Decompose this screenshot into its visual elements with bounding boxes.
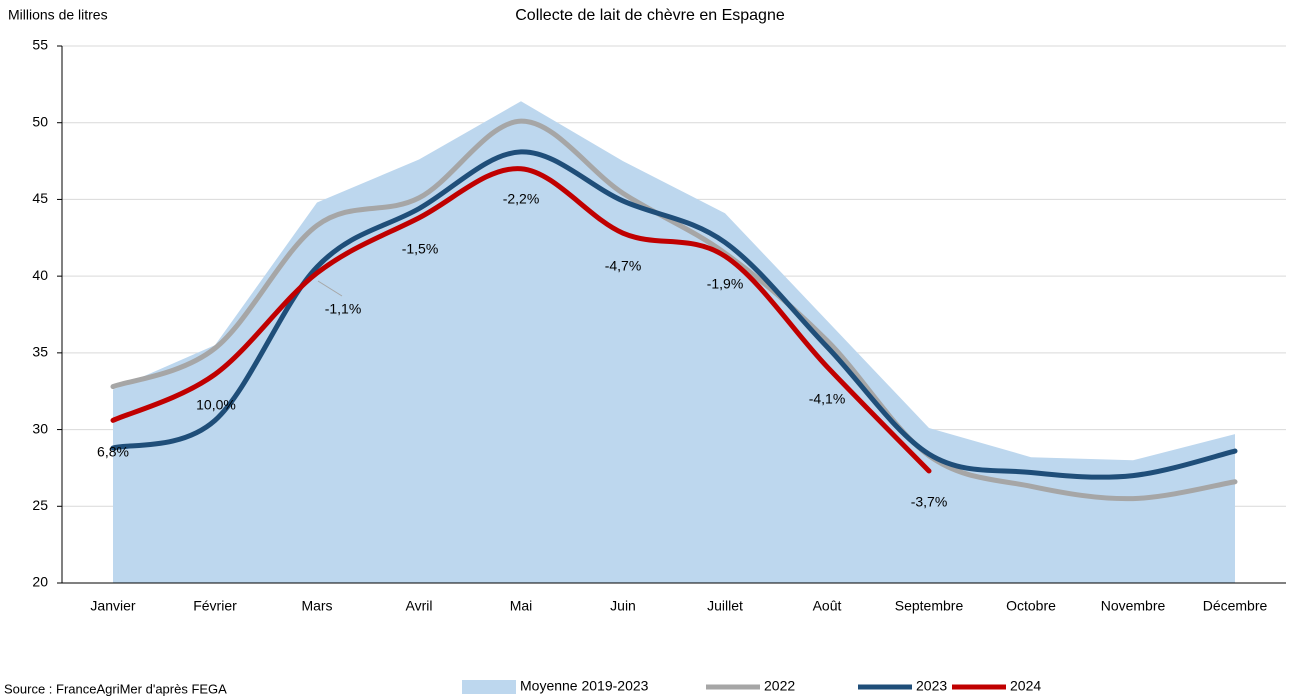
annotation: -2,2% — [503, 191, 540, 207]
x-tick-label: Septembre — [895, 598, 964, 614]
annotation: -1,1% — [325, 301, 362, 317]
y-tick-label: 35 — [32, 344, 48, 360]
x-tick-label: Octobre — [1006, 598, 1056, 614]
x-tick-label: Décembre — [1203, 598, 1268, 614]
x-tick-label: Mars — [301, 598, 332, 614]
source: Source : FranceAgriMer d'après FEGA — [4, 681, 227, 696]
leader-line — [317, 280, 343, 297]
legend-label: 2023 — [916, 678, 947, 694]
annotation: 10,0% — [196, 397, 236, 413]
x-tick-label: Avril — [406, 598, 433, 614]
x-tick-label: Juillet — [707, 598, 743, 614]
y-tick-label: 25 — [32, 497, 48, 513]
line — [110, 118, 1238, 502]
x-tick-label: Février — [193, 598, 237, 614]
x-tick-label: Mai — [510, 598, 533, 614]
y-tick-label: 45 — [32, 190, 48, 206]
legend-label: 2024 — [1010, 678, 1041, 694]
x-tick-label: Juin — [610, 598, 636, 614]
x-tick-label: Novembre — [1101, 598, 1166, 614]
y-tick-label: 30 — [32, 420, 48, 436]
annotation: -1,9% — [707, 276, 744, 292]
annotation: -4,1% — [809, 391, 846, 407]
legend-label: 2022 — [764, 678, 795, 694]
annotation: -3,7% — [911, 494, 948, 510]
y-axis-label: Millions de litres — [8, 7, 108, 23]
x-tick-label: Janvier — [90, 598, 135, 614]
x-tick-label: Août — [813, 598, 842, 614]
annotation: -1,5% — [402, 241, 439, 257]
annotation: 6,8% — [97, 444, 129, 460]
y-tick-label: 40 — [32, 267, 48, 283]
legend-swatch — [462, 680, 516, 694]
chart-title: Collecte de lait de chèvre en Espagne — [515, 7, 785, 24]
annotation: -4,7% — [605, 258, 642, 274]
y-tick-label: 50 — [32, 113, 48, 129]
y-tick-label: 55 — [32, 37, 48, 53]
legend-label: Moyenne 2019-2023 — [520, 678, 649, 694]
line — [110, 166, 932, 474]
y-tick-label: 20 — [32, 574, 48, 590]
area — [113, 101, 1235, 583]
